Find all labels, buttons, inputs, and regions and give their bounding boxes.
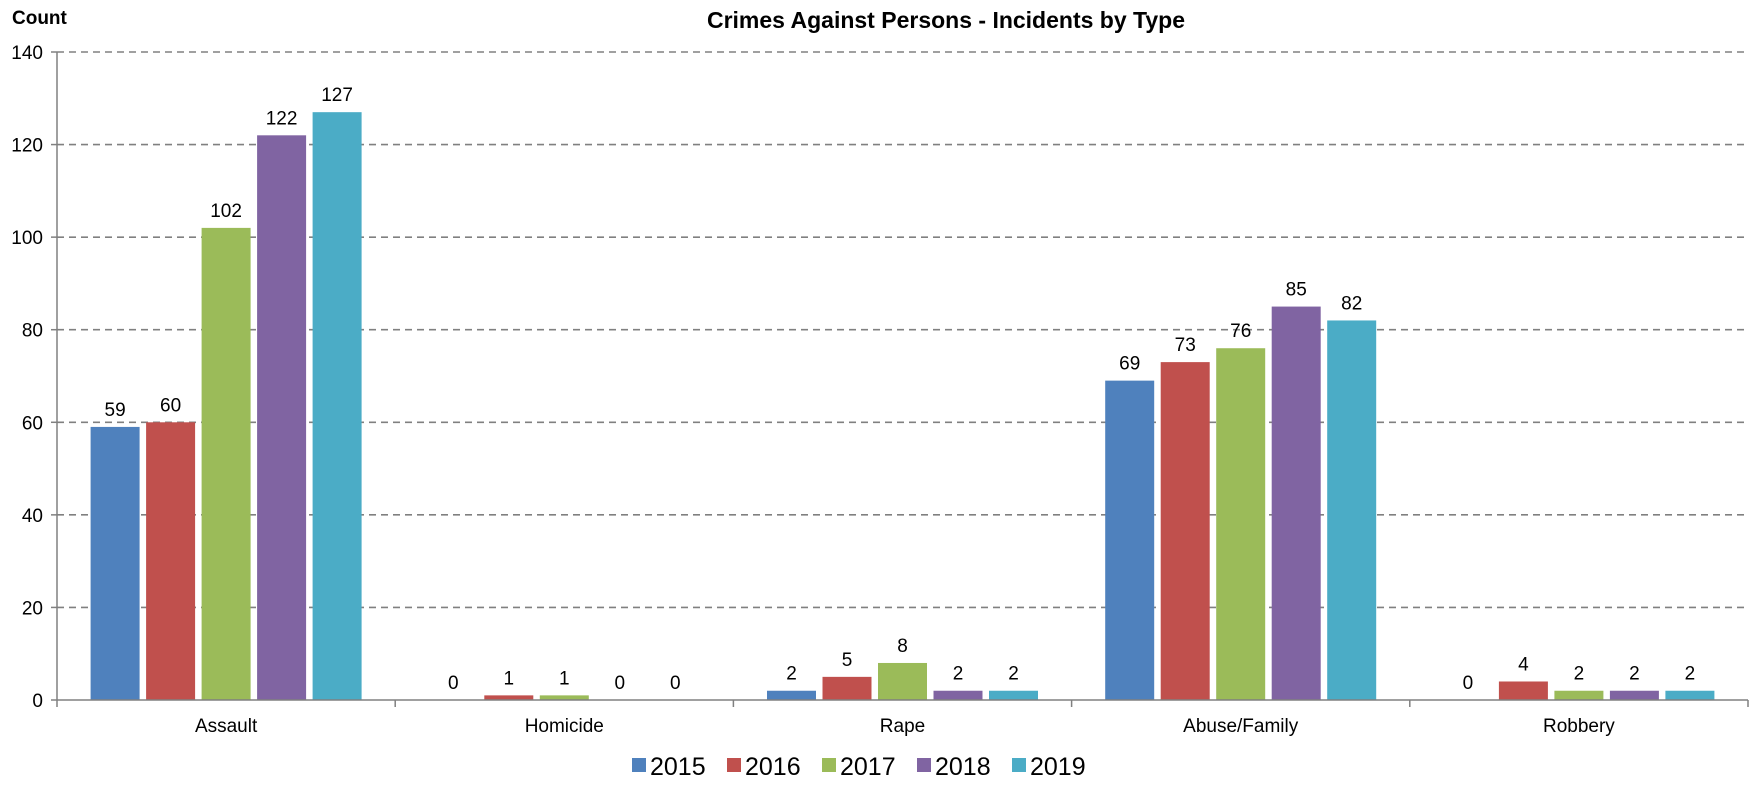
data-label: 73 — [1175, 335, 1196, 356]
bar — [1498, 681, 1548, 700]
bar — [933, 690, 983, 700]
category-label: Robbery — [1543, 716, 1615, 737]
y-tick-label: 120 — [11, 136, 43, 157]
data-label: 76 — [1230, 321, 1251, 342]
data-label: 2 — [1685, 664, 1696, 685]
legend-label: 2019 — [1030, 753, 1086, 781]
data-label: 82 — [1341, 293, 1362, 314]
bar — [90, 426, 140, 700]
y-axis-ticks: 0 20 40 60 80 100 120 140 — [11, 43, 57, 712]
legend-swatch — [632, 758, 646, 772]
data-label: 0 — [1463, 673, 1474, 694]
bar — [201, 227, 251, 700]
category-label: Homicide — [525, 716, 604, 737]
legend-label: 2017 — [840, 753, 896, 781]
bar — [484, 695, 534, 700]
data-label: 1 — [559, 668, 570, 689]
data-label: 60 — [160, 395, 181, 416]
data-label: 8 — [897, 636, 908, 657]
y-axis-label: Count — [12, 8, 68, 29]
bar — [989, 690, 1038, 700]
bar — [257, 135, 307, 701]
y-tick-label: 40 — [22, 506, 43, 527]
bar — [1105, 380, 1155, 700]
bar — [1216, 348, 1266, 700]
data-label: 102 — [210, 201, 242, 222]
category-label: Abuse/Family — [1183, 716, 1299, 737]
bar — [1554, 690, 1604, 700]
bar — [878, 662, 927, 700]
legend: 2015 2016 2017 2018 2019 — [632, 753, 1086, 781]
data-label: 0 — [670, 673, 681, 694]
bar — [1160, 362, 1210, 700]
data-label: 69 — [1119, 354, 1140, 375]
data-label: 2 — [1629, 664, 1640, 685]
legend-swatch — [917, 758, 931, 772]
data-label: 1 — [504, 668, 515, 689]
data-label: 2 — [786, 664, 797, 685]
bar — [146, 422, 196, 700]
y-tick-label: 0 — [32, 691, 43, 712]
legend-label: 2018 — [935, 753, 991, 781]
bar — [1271, 306, 1321, 700]
bar — [1609, 690, 1659, 700]
data-label: 59 — [105, 400, 126, 421]
category-label: Rape — [880, 716, 925, 737]
axes — [56, 52, 1749, 707]
bar — [1665, 690, 1715, 700]
bar — [767, 690, 816, 700]
chart-title: Crimes Against Persons - Incidents by Ty… — [707, 7, 1185, 33]
y-tick-label: 80 — [22, 321, 43, 342]
bar — [539, 695, 589, 700]
y-tick-label: 140 — [11, 43, 43, 64]
data-label: 2 — [1574, 664, 1585, 685]
category-label: Assault — [195, 716, 258, 737]
data-label: 127 — [321, 85, 353, 106]
data-label: 85 — [1286, 280, 1307, 301]
y-tick-label: 20 — [22, 598, 43, 619]
legend-swatch — [822, 758, 836, 772]
data-label: 122 — [266, 108, 298, 129]
legend-label: 2015 — [650, 753, 706, 781]
y-tick-label: 100 — [11, 228, 43, 249]
data-label: 2 — [1008, 664, 1019, 685]
bar — [312, 112, 362, 700]
bar — [822, 676, 872, 700]
bar — [1327, 320, 1377, 700]
data-label: 2 — [953, 664, 964, 685]
data-label: 0 — [615, 673, 626, 694]
data-label: 5 — [842, 650, 853, 671]
category-labels: Assault Homicide Rape Abuse/Family Robbery — [195, 716, 1615, 737]
legend-swatch — [1012, 758, 1026, 772]
legend-swatch — [727, 758, 741, 772]
data-label: 0 — [448, 673, 459, 694]
data-label: 4 — [1518, 654, 1529, 675]
gridlines — [57, 51, 1748, 609]
y-tick-label: 60 — [22, 413, 43, 434]
bars — [90, 112, 1715, 701]
legend-label: 2016 — [745, 753, 801, 781]
